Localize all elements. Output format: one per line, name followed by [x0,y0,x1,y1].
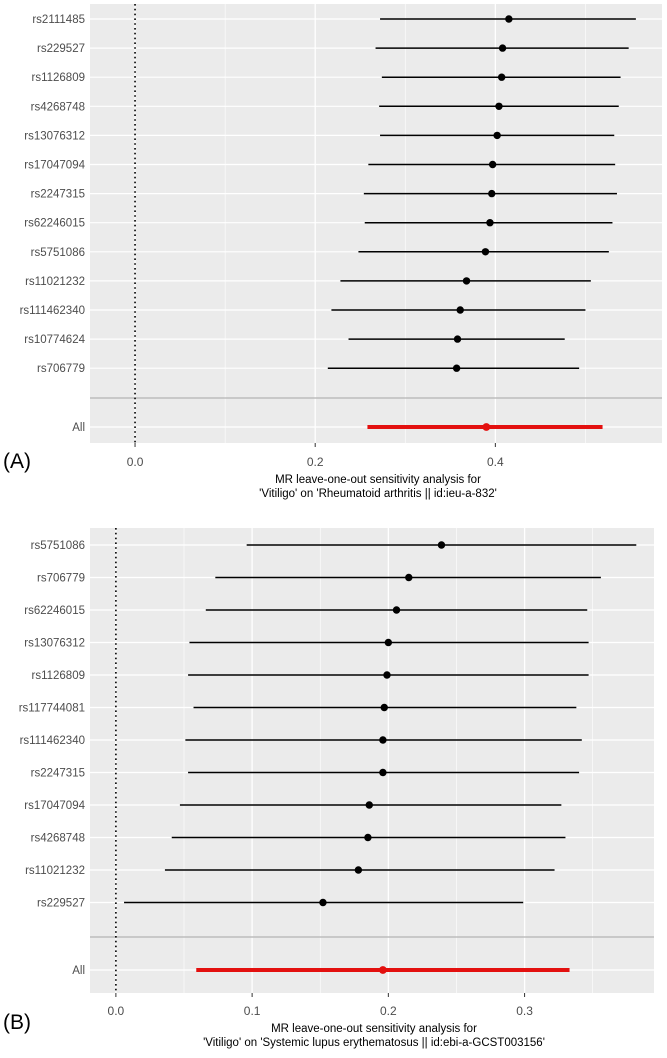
panel-a-estimate-point-rs17047094 [488,160,497,169]
panel-b-estimate-point-rs1126809 [383,671,391,679]
panel-b-background [90,528,654,993]
panel-a-y-tick-rs4268748: rs4268748 [31,101,85,113]
panel-b-overall-estimate-point [378,966,387,974]
panel-a-estimate-point-rs2247315 [488,189,496,198]
panel-b-estimate-point-rs62246015 [392,606,401,614]
panel-a-y-tick-rs111462340: rs111462340 [20,305,85,317]
panel-a-y-tick-rs229527: rs229527 [37,43,85,55]
panel-b-y-tick-rs13076312: rs13076312 [24,638,85,650]
panel-a-x-axis-title-line-2: 'Vitiligo' on 'Rheumatoid arthritis || i… [259,488,497,500]
panel-a-y-tick-rs10774624: rs10774624 [24,334,85,346]
panel-a-y-tick-rs5751086: rs5751086 [31,247,85,259]
panel-a-x-axis-title-line-1: MR leave-one-out sensitivity analysis fo… [275,474,481,486]
panel-a-estimate-point-rs11021232 [462,277,471,285]
panel-b-y-tick-rs4268748: rs4268748 [31,833,85,845]
panel-b-y-tick-rs229527: rs229527 [37,898,85,910]
panel-b-y-tick-rs11021232: rs11021232 [25,865,85,877]
panel-a-estimate-point-rs5751086 [481,248,490,256]
panel-a: rs2111485 rs229527 rs1126809 rs4268748 rs130… [3,4,662,500]
panel-b-estimate-point-rs229527 [319,898,327,907]
panel-a-marks [90,4,662,443]
panel-b-estimate-point-rs4268748 [364,833,372,842]
panel-a-y-tick-rs2111485: rs2111485 [32,14,85,26]
panel-b-estimate-point-rs111462340 [379,736,387,744]
panel-b-x-tick-label-2: 0.2 [380,1004,397,1018]
panel-b-y-tick-rs62246015: rs62246015 [24,605,85,617]
panel-b-estimate-point-rs5751086 [437,541,446,549]
panel-b-x-tick-label-1: 0.1 [244,1004,261,1018]
panel-a-x-tick-label-1: 0.2 [307,455,324,469]
panel-a-x-tick-label-2: 0.4 [487,455,504,469]
panel-a-estimate-point-rs4268748 [495,102,503,111]
panel-b-marks [90,528,654,993]
panel-b-estimate-point-rs117744081 [380,703,388,712]
panel-a-estimate-point-rs1126809 [497,73,506,81]
panel-b-x-tick-label-0: 0.0 [108,1004,125,1018]
panel-a-y-tick-all: All [72,422,85,434]
panel-b-label: (B) [3,1011,31,1034]
panel-a-background [90,4,662,443]
panel-b-y-tick-rs1126809: rs1126809 [32,670,86,682]
panel-b-estimate-point-rs11021232 [354,866,363,874]
panel-a-y-tick-rs706779: rs706779 [37,363,85,375]
panel-a-estimate-point-rs111462340 [456,306,464,314]
panel-a-y-tick-rs2247315: rs2247315 [31,189,85,201]
panel-b-estimate-point-rs2247315 [379,768,387,777]
panel-b-y-tick-rs706779: rs706779 [37,573,85,585]
panel-a-estimate-point-rs2111485 [505,15,513,23]
panel-b-y-tick-all: All [72,965,85,977]
panel-b-y-tick-rs5751086: rs5751086 [31,540,85,552]
panel-a-x-tick-label-0: 0.0 [127,455,144,469]
panel-b-estimate-point-rs13076312 [384,638,393,647]
panel-a-estimate-point-rs229527 [498,44,507,52]
panel-a-estimate-point-rs13076312 [493,131,501,140]
panel-a-estimate-point-rs62246015 [486,219,494,227]
panel-b-estimate-point-rs17047094 [365,801,373,809]
panel-b-y-tick-rs2247315: rs2247315 [31,768,85,780]
panel-a-overall-estimate-point [482,423,491,431]
panel-a-label: (A) [3,450,31,473]
panel-b-estimate-point-rs706779 [405,573,413,582]
panel-b-x-axis-title-line-2: 'Vitiligo' on 'Systemic lupus erythemato… [203,1037,545,1049]
panel-a-y-tick-rs1126809: rs1126809 [32,72,86,84]
panel-b-y-tick-labels: rs5751086 rs706779 rs62246015 rs13076312 rs1… [19,540,86,977]
panel-b-y-tick-rs111462340: rs111462340 [20,735,85,747]
panel-b-x-tick-label-3: 0.3 [516,1004,533,1018]
panel-b-x-axis-title-line-1: MR leave-one-out sensitivity analysis fo… [271,1023,477,1035]
panel-a-y-tick-labels: rs2111485 rs229527 rs1126809 rs4268748 rs130… [20,14,86,434]
panel-a-estimate-point-rs10774624 [453,335,462,343]
panel-a-estimate-point-rs706779 [452,364,461,372]
panel-a-x-tick-labels: 0.0 0.2 0.4 [127,443,504,469]
panel-b-y-tick-rs117744081: rs117744081 [19,703,85,715]
panel-a-y-tick-rs13076312: rs13076312 [24,130,85,142]
panel-a-y-tick-rs17047094: rs17047094 [24,160,85,172]
panel-a-y-tick-rs62246015: rs62246015 [24,218,85,230]
panel-b: rs5751086 rs706779 rs62246015 rs13076312 rs1… [3,528,654,1049]
panel-b-x-tick-labels: 0.0 0.1 0.2 0.3 [108,993,533,1018]
panel-a-y-tick-rs11021232: rs11021232 [25,276,85,288]
panel-b-y-tick-rs17047094: rs17047094 [24,800,85,812]
